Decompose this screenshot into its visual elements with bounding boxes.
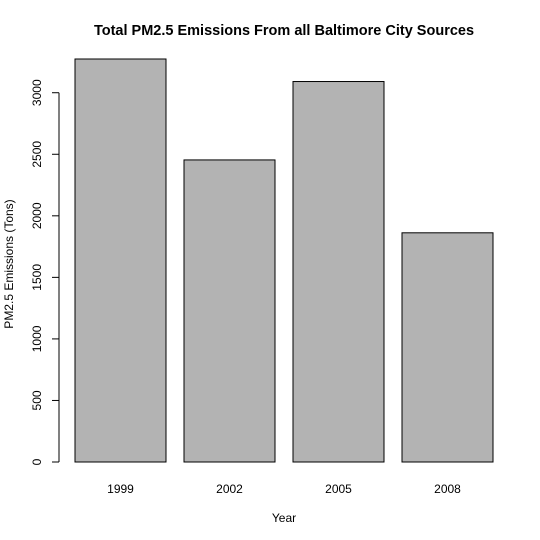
bar-2002	[183, 159, 276, 463]
chart-title: Total PM2.5 Emissions From all Baltimore…	[94, 23, 474, 39]
y-axis-title: PM2.5 Emissions (Tons)	[2, 199, 16, 328]
y-tick-label-2000: 2000	[30, 202, 44, 229]
x-tick-label-2002: 2002	[216, 482, 243, 496]
y-tick-label-0: 0	[30, 458, 44, 465]
y-tick-label-1000: 1000	[30, 325, 44, 352]
y-tick-label-1500: 1500	[30, 264, 44, 291]
y-tick-label-3000: 3000	[30, 79, 44, 106]
x-tick-label-1999: 1999	[107, 482, 134, 496]
bar-2005	[292, 81, 385, 463]
y-axis: 0 500 1000 1500 2000 2500 3000	[30, 79, 60, 465]
bar-1999	[74, 58, 167, 463]
y-tick-label-500: 500	[30, 390, 44, 410]
y-tick-label-2500: 2500	[30, 141, 44, 168]
x-tick-labels: 1999 2002 2005 2008	[107, 482, 461, 496]
bars-group	[74, 58, 494, 463]
bar-2008	[401, 232, 494, 463]
x-tick-label-2008: 2008	[434, 482, 461, 496]
x-axis-title: Year	[272, 511, 296, 525]
x-tick-label-2005: 2005	[325, 482, 352, 496]
